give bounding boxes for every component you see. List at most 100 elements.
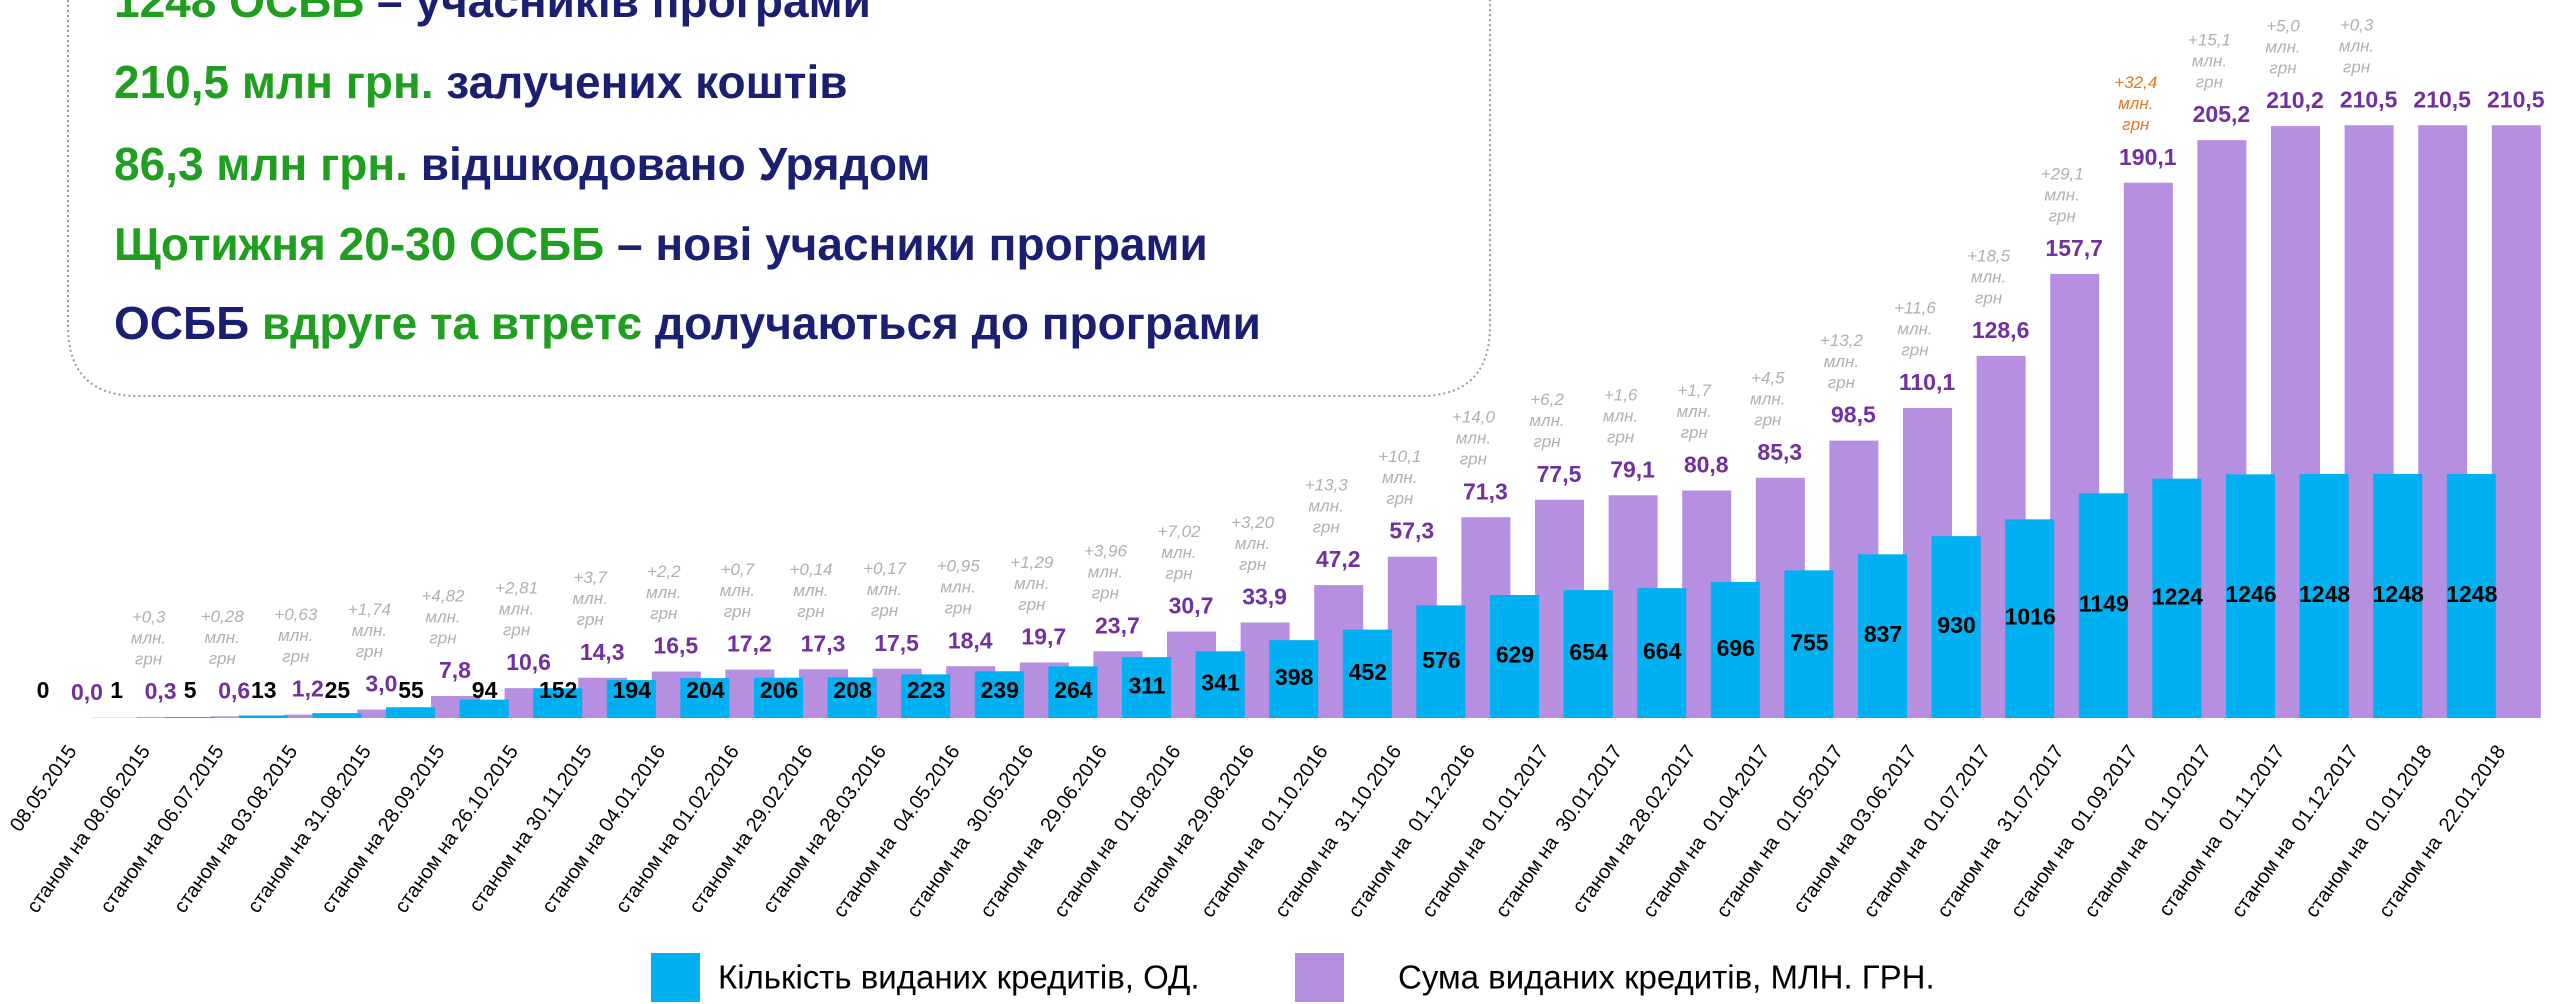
x-tick-label: станом на 01.12.2017 <box>2227 741 2363 921</box>
increment-unit: грн <box>1092 584 1120 603</box>
info-line: 1248 ОСББ – учасників програми <box>114 0 871 27</box>
increment-unit: млн. <box>499 600 534 619</box>
increment-unit: грн <box>577 610 605 629</box>
sum-label: 110,1 <box>1899 369 1955 395</box>
count-bar <box>238 715 288 718</box>
count-bar <box>974 671 1024 718</box>
increment-unit: млн. <box>1235 534 1270 553</box>
increment-unit: грн <box>2343 58 2371 77</box>
count-label: 206 <box>760 677 798 703</box>
sum-label: 23,7 <box>1095 612 1140 638</box>
count-bar <box>533 688 583 718</box>
increment-label: +1,7 <box>1677 381 1711 400</box>
count-label: 930 <box>1937 612 1975 638</box>
count-label: 1248 <box>2299 581 2350 607</box>
count-bar <box>1784 570 1834 718</box>
count-label: 0 <box>37 677 50 703</box>
increment-unit: млн. <box>1824 352 1859 371</box>
x-tick-label: станом на 28.09.2015 <box>317 741 449 917</box>
info-box <box>67 0 1491 397</box>
sum-label: 157,7 <box>2045 235 2103 261</box>
count-bar <box>827 677 877 718</box>
sum-label: 128,6 <box>1972 317 2030 343</box>
sum-label: 14,3 <box>580 639 625 665</box>
increment-label: +1,74 <box>348 600 391 619</box>
increment-label: +13,2 <box>1820 331 1864 350</box>
count-bar <box>165 717 215 718</box>
increment-label: +6,2 <box>1530 390 1564 409</box>
increment-unit: грн <box>1165 564 1193 583</box>
sum-bar <box>136 717 186 718</box>
count-bar <box>2078 493 2128 718</box>
increment-label: +0,14 <box>789 560 832 579</box>
sum-label: 79,1 <box>1610 456 1655 482</box>
count-label: 629 <box>1496 642 1534 668</box>
increment-unit: млн. <box>1382 468 1417 487</box>
increment-unit: грн <box>871 601 899 620</box>
increment-label: +1,29 <box>1010 553 1054 572</box>
info-text: – учасників програми <box>364 0 871 27</box>
increment-label: +0,7 <box>721 560 755 579</box>
info-text: долучаються до програми <box>642 297 1261 349</box>
sum-label: 210,2 <box>2266 87 2324 113</box>
count-label: 223 <box>907 677 945 703</box>
increment-unit: грн <box>2122 115 2150 134</box>
x-tick-label: станом на 04.05.2016 <box>829 741 965 921</box>
sum-label: 30,7 <box>1169 593 1214 619</box>
count-bar <box>1269 640 1319 718</box>
increment-label: +3,20 <box>1231 513 1275 532</box>
x-tick-label: станом на 01.05.2017 <box>1712 741 1848 921</box>
x-tick-label: станом на 06.07.2015 <box>96 741 228 917</box>
increment-label: +32,4 <box>2114 73 2157 92</box>
increment-unit: млн. <box>720 581 755 600</box>
increment-unit: млн. <box>1014 574 1049 593</box>
x-tick-label: станом на 01.07.2017 <box>1859 741 1995 921</box>
increment-label: +0,17 <box>863 559 907 578</box>
increment-unit: грн <box>1828 373 1856 392</box>
increment-label: +18,5 <box>1967 246 2011 265</box>
increment-label: +7,02 <box>1157 522 1201 541</box>
increment-unit: грн <box>1533 432 1561 451</box>
x-tick-label: станом на 28.03.2016 <box>759 741 891 917</box>
increment-label: +4,5 <box>1751 368 1785 387</box>
count-bar <box>754 677 803 718</box>
increment-unit: грн <box>1460 450 1488 469</box>
increment-label: +3,7 <box>573 568 607 587</box>
count-label: 664 <box>1643 638 1682 664</box>
increment-unit: млн. <box>793 581 828 600</box>
increment-label: +29,1 <box>2041 164 2084 183</box>
info-line: 210,5 млн грн. залучених коштів <box>114 56 848 108</box>
count-label: 654 <box>1569 639 1608 665</box>
count-bar <box>2446 473 2496 718</box>
info-line: 86,3 млн грн. відшкодовано Урядом <box>114 138 930 190</box>
count-label: 94 <box>472 677 498 703</box>
count-label: 398 <box>1275 664 1314 690</box>
sum-label: 71,3 <box>1463 478 1508 504</box>
count-label: 208 <box>833 677 872 703</box>
increment-unit: грн <box>503 621 531 640</box>
sum-label: 0,0 <box>71 679 103 705</box>
increment-label: +10,1 <box>1378 447 1421 466</box>
info-line: Щотижня 20-30 ОСББ – нові учасники прогр… <box>114 218 1208 270</box>
increment-label: +1,6 <box>1604 386 1638 405</box>
legend-swatch <box>651 953 700 1002</box>
sum-bar <box>210 716 260 718</box>
increment-unit: грн <box>1681 423 1709 442</box>
increment-unit: млн. <box>2118 94 2153 113</box>
count-bar <box>1122 657 1171 718</box>
info-text: 86,3 млн грн. <box>114 138 408 190</box>
increment-unit: грн <box>650 604 678 623</box>
x-tick-label: станом на 01.02.2016 <box>611 741 743 917</box>
count-bar <box>1342 629 1392 718</box>
increment-unit: млн. <box>1529 411 1564 430</box>
count-bar <box>2226 474 2275 718</box>
increment-label: +3,96 <box>1084 542 1128 561</box>
count-bar <box>2152 478 2202 718</box>
sum-label: 18,4 <box>948 627 993 653</box>
sum-label: 0,6 <box>218 677 250 703</box>
count-label: 55 <box>398 677 424 703</box>
increment-label: +13,3 <box>1305 476 1349 495</box>
increment-unit: млн. <box>205 628 240 647</box>
x-tick-label: станом на 03.06.2017 <box>1789 741 1921 917</box>
